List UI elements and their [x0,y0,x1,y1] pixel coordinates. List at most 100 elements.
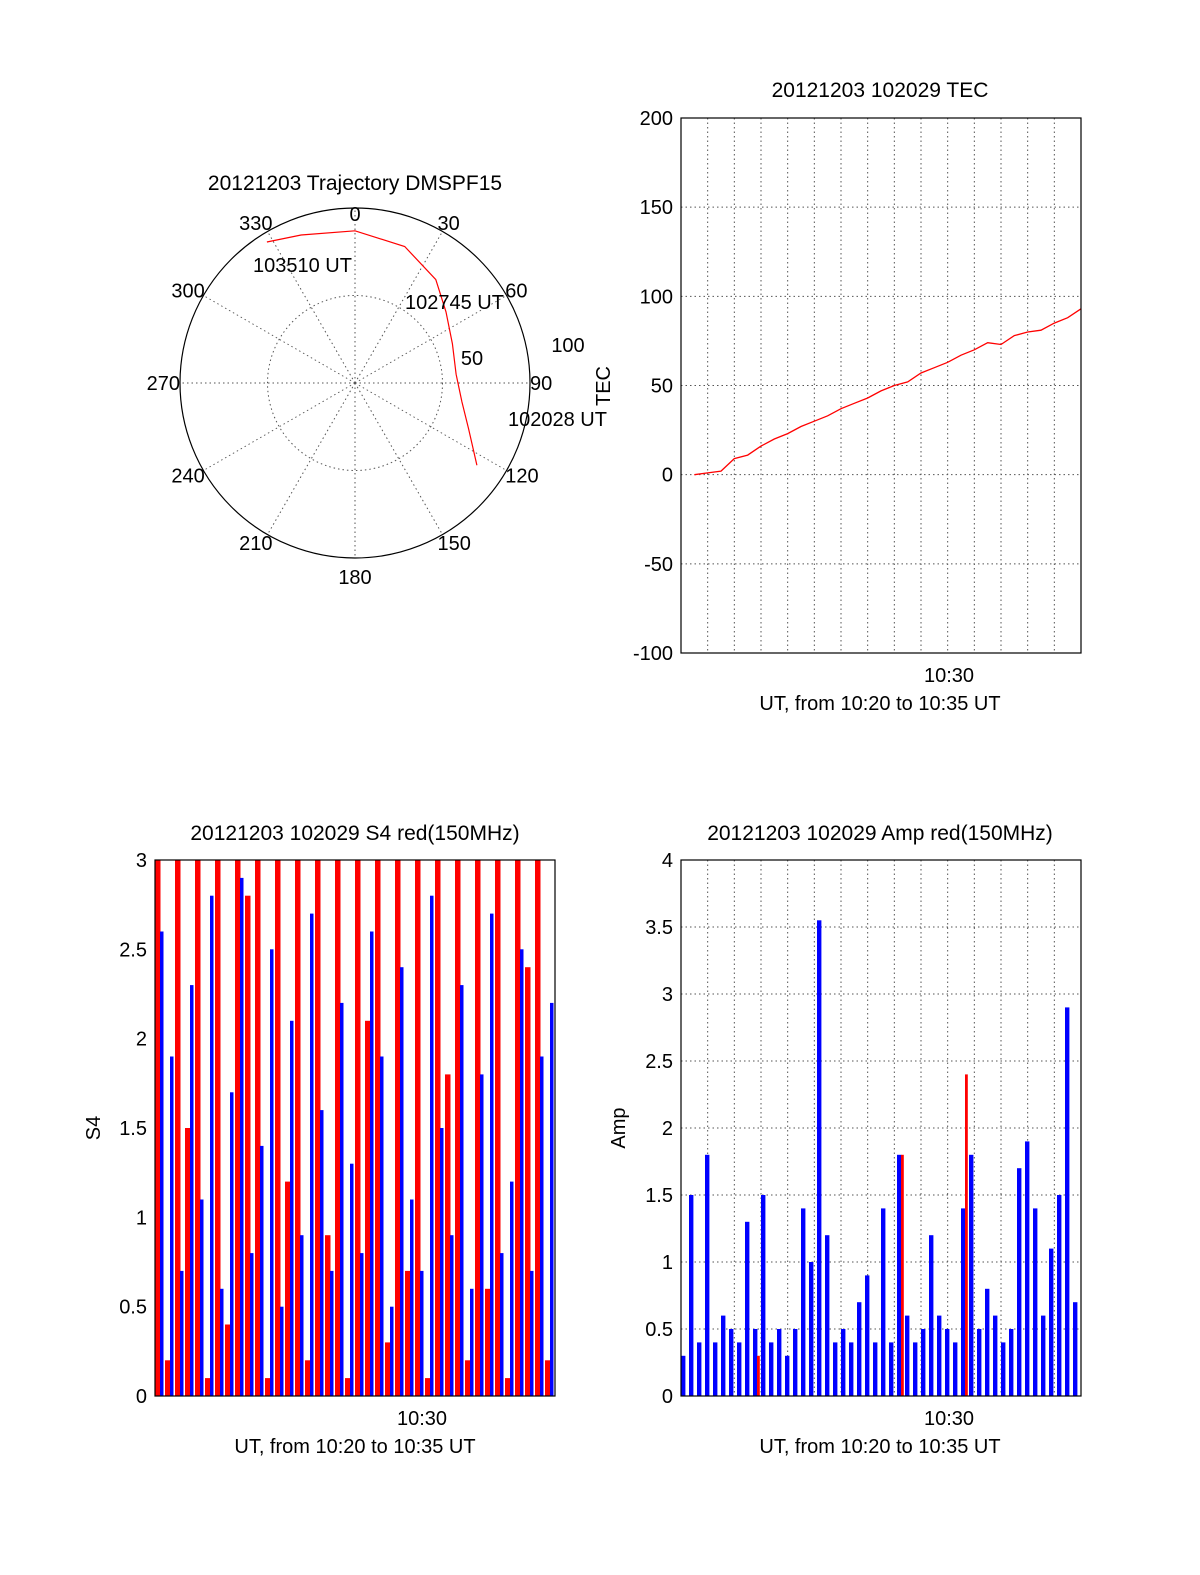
amp-bar-s0-4 [713,1342,718,1396]
s4-bar-s1-10 [260,1145,264,1396]
amp-bar-s0-2 [697,1342,702,1396]
s4-bar-s1-14 [300,1235,304,1396]
amp-bar-s0-31 [929,1235,934,1396]
s4-bar-s1-38 [540,1056,544,1396]
amp-bar-s0-43 [1025,1141,1030,1396]
s4-bar-s0-8 [235,860,241,1396]
amp-bar-s1-9 [757,1355,760,1396]
amp-bar-s0-40 [1001,1342,1006,1396]
tec-plot-frame [680,117,1082,654]
amp-bar-s0-33 [945,1329,950,1396]
s4-bar-s1-39 [550,1002,554,1396]
s4-bar-s0-16 [315,860,321,1396]
time-label-102745: 102745 UT [405,292,504,314]
amp-bar-s0-21 [849,1342,854,1396]
amp-y-tick-3: 3 [662,984,673,1006]
s4-bar-s0-13 [285,1181,291,1396]
amp-y-tick-1: 1 [662,1252,673,1274]
s4-bar-s0-33 [485,1288,491,1396]
s4-plot-frame [154,859,556,1397]
s4-bar-chart: 20121203 102029 S4 red(150MHz) 0 0.5 1 1.5 2… [83,822,556,1458]
s4-bar-s1-34 [500,1253,504,1396]
s4-bar-s0-22 [375,860,381,1396]
s4-bar-s1-6 [220,1288,224,1396]
polar-angle-label-30: 30 [438,213,460,235]
amp-bar-s0-48 [1065,1007,1070,1396]
s4-title: 20121203 102029 S4 red(150MHz) [190,822,519,845]
amp-bar-s0-9 [753,1329,758,1396]
amp-bar-s0-22 [857,1302,862,1396]
s4-bar-s0-31 [465,1360,471,1396]
amp-bar-s0-3 [705,1154,710,1396]
amp-bar-s0-26 [889,1342,894,1396]
s4-bar-s0-10 [255,860,261,1396]
s4-bar-s1-32 [480,1074,484,1396]
amp-bar-s0-49 [1073,1302,1078,1396]
amp-bar-s0-28 [905,1315,910,1396]
s4-bar-s0-27 [425,1378,431,1396]
amp-x-axis-label: UT, from 10:20 to 10:35 UT [759,1436,1000,1458]
s4-x-tick-label: 10:30 [397,1408,447,1430]
amp-y-tick-2: 2 [662,1118,673,1140]
s4-bars [155,860,554,1396]
amp-bar-s0-35 [961,1208,966,1396]
tec-y-tick-labels: -100 -50 0 50 100 150 200 [633,108,673,665]
tec-y-tick-150: 150 [640,197,673,219]
s4-bar-s0-37 [525,967,531,1396]
s4-bar-s1-8 [240,877,244,1396]
s4-bar-s1-21 [370,931,374,1396]
polar-title: 20121203 Trajectory DMSPF15 [208,172,502,195]
amp-bar-s0-16 [809,1262,814,1396]
s4-bar-s0-38 [535,860,541,1396]
s4-bar-s1-24 [400,967,404,1396]
s4-bar-s1-0 [160,931,164,1396]
amp-bar-s1-35 [965,1074,968,1396]
s4-bar-s1-36 [520,949,524,1396]
s4-bar-s0-28 [435,860,441,1396]
s4-bar-s0-39 [545,1360,551,1396]
s4-bar-s0-4 [195,860,201,1396]
tec-grid [681,118,1081,653]
s4-bar-s0-18 [335,860,341,1396]
tec-y-tick--50: -50 [644,554,673,576]
s4-bar-s0-15 [305,1360,311,1396]
s4-bar-s1-20 [360,1253,364,1396]
trajectory-line [266,230,478,466]
amp-bar-s0-11 [769,1342,774,1396]
amp-bar-s0-32 [937,1315,942,1396]
s4-bar-s1-5 [210,895,214,1396]
amp-bar-s0-41 [1009,1329,1014,1396]
s4-bar-s1-7 [230,1092,234,1396]
s4-bar-s1-31 [470,1288,474,1396]
s4-bar-s0-17 [325,1235,331,1396]
s4-bar-s0-24 [395,860,401,1396]
polar-angle-label-90: 90 [530,373,552,395]
s4-bar-s1-37 [530,1270,534,1396]
s4-bar-s0-3 [185,1128,191,1396]
polar-angle-label-150: 150 [438,533,471,555]
s4-bar-s0-0 [155,860,161,1396]
polar-angle-label-60: 60 [505,281,527,303]
s4-bar-s1-13 [290,1020,294,1396]
polar-radial-label-50: 50 [461,348,483,370]
amp-bars [681,920,1078,1396]
s4-bar-s1-3 [190,985,194,1396]
amp-bar-s0-23 [865,1275,870,1396]
s4-bar-s0-9 [245,895,251,1396]
amp-bar-s0-20 [841,1329,846,1396]
polar-angle-labels: 0 30 60 90 120 150 180 210 240 270 300 330 [147,204,553,589]
amp-bar-s0-14 [793,1329,798,1396]
amp-bar-s0-27 [897,1154,902,1396]
s4-bar-s1-16 [320,1110,324,1396]
s4-bar-s0-20 [355,860,361,1396]
s4-bar-s1-15 [310,913,314,1396]
amp-y-tick-0.5: 0.5 [645,1319,673,1341]
s4-bar-s0-5 [205,1378,211,1396]
amp-bar-s0-18 [825,1235,830,1396]
amp-bar-s0-5 [721,1315,726,1396]
tec-x-tick-label: 10:30 [924,665,974,687]
amp-bar-s1-27 [901,1154,904,1396]
s4-y-axis-label: S4 [83,1116,105,1140]
s4-bar-s1-12 [280,1306,284,1396]
amp-y-tick-2.5: 2.5 [645,1051,673,1073]
